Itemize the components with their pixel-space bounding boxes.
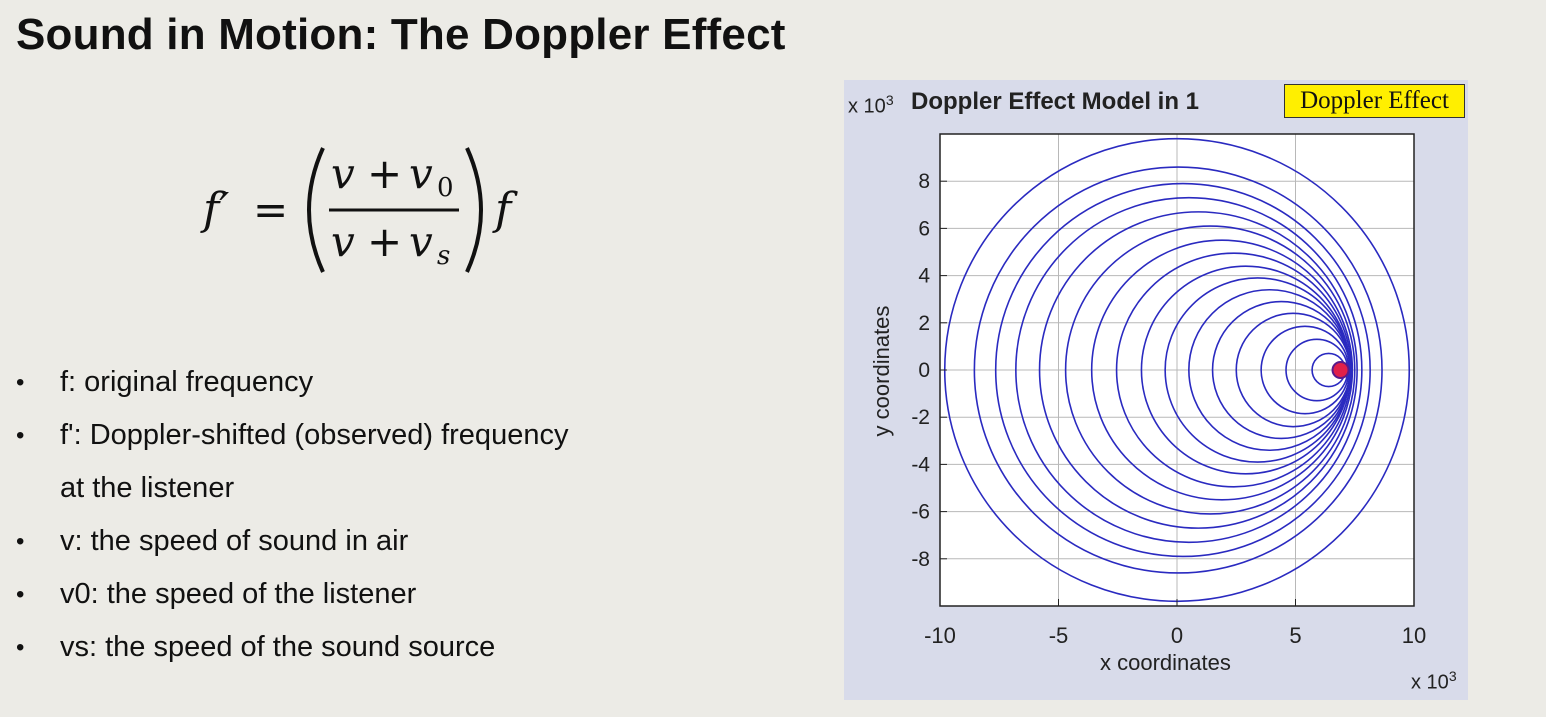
formula-numerator-v0: v [409,149,433,198]
wavefront-circle [994,182,1371,558]
y-tick-label: -4 [911,453,930,476]
formula-right-paren [465,147,483,273]
y-tick-label: -6 [911,501,930,524]
chart-title: Doppler Effect Model in 1 [911,88,1200,115]
formula-f-prime: f′ [200,184,229,235]
y-tick-label: 4 [918,265,930,288]
x-tick-label: -10 [924,623,956,648]
formula-left-paren [307,147,325,273]
bullet-marker: • [16,528,25,555]
doppler-figure: -10 -5 0 5 10 -8 -6 -4 -2 0 2 4 6 8 x 103 Doppler Eff… [844,80,1468,700]
list-item-text: v0: the speed of the listener [60,578,417,610]
bullet-marker: • [16,581,25,608]
y-exponent-power: 3 [885,92,894,108]
x-tick-label: -5 [1049,623,1069,648]
list-item: • f: original frequency [16,356,716,409]
formula-f: f [492,184,518,235]
wavefront-circle [1038,211,1358,529]
x-tick-label: 0 [1171,623,1183,648]
bullet-marker: • [16,369,25,396]
x-exponent-power: 3 [1448,668,1457,684]
doppler-plot: -10 -5 0 5 10 -8 -6 -4 -2 0 2 4 6 8 [911,133,1426,648]
definition-list: • f: original frequency • f': Doppler-sh… [16,356,716,674]
y-tick-label: 2 [918,312,930,335]
list-item: • f': Doppler-shifted (observed) frequen… [16,409,716,462]
formula-numerator-v: v [331,149,355,198]
formula-denominator-sub: s [437,241,450,271]
y-tick-label: 6 [918,217,930,240]
y-tick-label: 0 [918,359,930,382]
y-axis-label: y coordinates [869,305,894,437]
y-tick-label: -2 [911,406,930,429]
wavefront-circle [1115,252,1352,488]
list-item-text: f': Doppler-shifted (observed) frequency [60,419,569,451]
list-item-continuation: at the listener [16,462,716,515]
x-exponent-base: x 10 [1411,671,1449,694]
list-item-text: v: the speed of sound in air [60,525,409,557]
formula-denominator-vs: v [409,217,433,266]
list-item: • vs: the speed of the sound source [16,621,716,674]
x-axis-label: x coordinates [1100,650,1231,675]
bullet-marker: • [16,634,25,661]
x-tick-label: 10 [1402,623,1426,648]
y-exponent-label: x 103 [848,92,894,119]
wavefront-circle [1090,239,1354,501]
doppler-formula: f′ = v + v 0 v + v s f [200,147,518,273]
list-item-text: f: original frequency [60,366,314,398]
y-exponent-base: x 10 [848,95,886,118]
wavefront-circle [1015,196,1363,544]
list-item: • v0: the speed of the listener [16,568,716,621]
slide-title: Sound in Motion: The Doppler Effect [16,10,786,59]
wavefront-circle [1140,265,1351,475]
legend-box: Doppler Effect [1284,84,1465,118]
bullet-marker: • [16,422,25,449]
formula-denominator-plus: + [367,217,402,266]
x-exponent-label: x 103 [1411,668,1457,695]
x-tick-label: 5 [1289,623,1301,648]
formula-numerator-plus: + [367,149,402,198]
list-item: • v: the speed of sound in air [16,515,716,568]
formula-denominator-v: v [331,217,355,266]
formula-equals: = [253,185,288,234]
wavefront-circle [1064,225,1356,515]
list-item-text: vs: the speed of the sound source [60,631,496,663]
list-item-text: at the listener [60,472,235,504]
sound-source-marker [1331,361,1350,379]
y-tick-label: 8 [918,170,930,193]
formula-numerator-sub: 0 [437,173,454,203]
wavefront-circle [973,166,1383,574]
y-tick-label: -8 [911,548,930,571]
